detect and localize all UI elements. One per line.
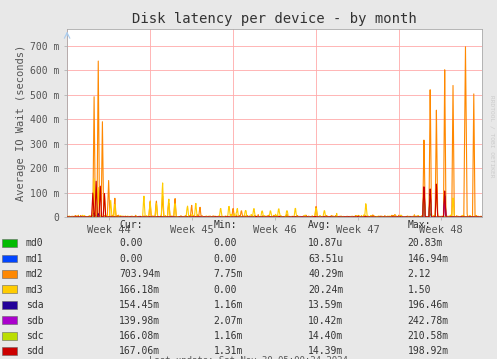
Text: 154.45m: 154.45m xyxy=(119,300,161,310)
Text: Cur:: Cur: xyxy=(119,220,143,230)
Text: 20.83m: 20.83m xyxy=(408,238,443,248)
Title: Disk latency per device - by month: Disk latency per device - by month xyxy=(132,12,417,26)
Text: 2.12: 2.12 xyxy=(408,269,431,279)
Text: 1.16m: 1.16m xyxy=(214,300,243,310)
Text: 7.75m: 7.75m xyxy=(214,269,243,279)
Text: 63.51u: 63.51u xyxy=(308,254,343,264)
Text: 1.16m: 1.16m xyxy=(214,331,243,341)
Text: 10.87u: 10.87u xyxy=(308,238,343,248)
Text: 139.98m: 139.98m xyxy=(119,316,161,326)
Text: 198.92m: 198.92m xyxy=(408,346,449,356)
Text: 1.31m: 1.31m xyxy=(214,346,243,356)
Text: 166.08m: 166.08m xyxy=(119,331,161,341)
Text: sdd: sdd xyxy=(26,346,43,356)
Text: 0.00: 0.00 xyxy=(119,254,143,264)
Text: 2.07m: 2.07m xyxy=(214,316,243,326)
Text: Max:: Max: xyxy=(408,220,431,230)
Text: 14.39m: 14.39m xyxy=(308,346,343,356)
Text: sda: sda xyxy=(26,300,43,310)
Text: 13.59m: 13.59m xyxy=(308,300,343,310)
Text: 196.46m: 196.46m xyxy=(408,300,449,310)
Text: md2: md2 xyxy=(26,269,43,279)
Text: 10.42m: 10.42m xyxy=(308,316,343,326)
Text: Avg:: Avg: xyxy=(308,220,331,230)
Text: 0.00: 0.00 xyxy=(214,254,237,264)
Text: 210.58m: 210.58m xyxy=(408,331,449,341)
Y-axis label: Average IO Wait (seconds): Average IO Wait (seconds) xyxy=(16,45,26,201)
Text: 14.40m: 14.40m xyxy=(308,331,343,341)
Text: 166.18m: 166.18m xyxy=(119,285,161,295)
Text: 167.06m: 167.06m xyxy=(119,346,161,356)
Text: sdb: sdb xyxy=(26,316,43,326)
Text: 40.29m: 40.29m xyxy=(308,269,343,279)
Text: 0.00: 0.00 xyxy=(119,238,143,248)
Text: md1: md1 xyxy=(26,254,43,264)
Text: Last update: Sat Nov 30 05:00:24 2024: Last update: Sat Nov 30 05:00:24 2024 xyxy=(149,356,348,359)
Text: 146.94m: 146.94m xyxy=(408,254,449,264)
Text: md3: md3 xyxy=(26,285,43,295)
Text: RRDTOOL / TOBI OETIKER: RRDTOOL / TOBI OETIKER xyxy=(490,95,495,178)
Text: 242.78m: 242.78m xyxy=(408,316,449,326)
Text: 703.94m: 703.94m xyxy=(119,269,161,279)
Text: sdc: sdc xyxy=(26,331,43,341)
Text: 0.00: 0.00 xyxy=(214,285,237,295)
Text: 20.24m: 20.24m xyxy=(308,285,343,295)
Text: md0: md0 xyxy=(26,238,43,248)
Text: 0.00: 0.00 xyxy=(214,238,237,248)
Text: Min:: Min: xyxy=(214,220,237,230)
Text: 1.50: 1.50 xyxy=(408,285,431,295)
